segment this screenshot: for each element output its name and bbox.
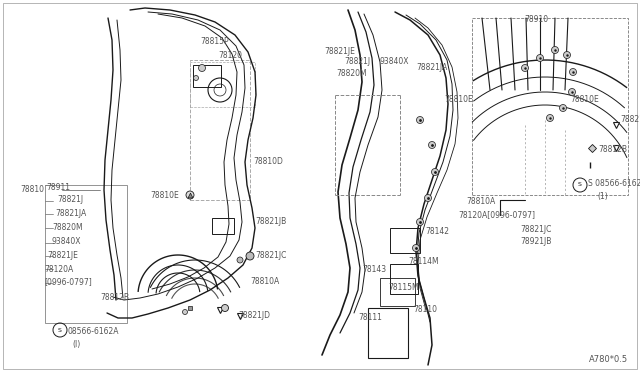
Bar [368,308,408,358]
Text: 93840X: 93840X [52,237,81,247]
Circle shape [193,76,198,80]
Text: 78810: 78810 [20,186,44,195]
Text: 78821JA: 78821JA [416,64,447,73]
Text: 78820M: 78820M [52,222,83,231]
Text: 78821JD: 78821JD [238,311,270,321]
Text: 78114M: 78114M [408,257,438,266]
Text: 78821JC: 78821JC [520,225,552,234]
Text: S: S [58,327,62,333]
Text: S 08566-6162A: S 08566-6162A [588,179,640,187]
Text: 78810A: 78810A [250,278,279,286]
Text: 78821JE: 78821JE [324,48,355,57]
Text: 78821J: 78821J [344,58,370,67]
Text: 78821JD: 78821JD [620,115,640,125]
Circle shape [221,305,228,311]
Text: 78110: 78110 [413,305,437,314]
Text: 78810D: 78810D [253,157,283,167]
Bar [212,218,234,234]
Text: (1): (1) [597,192,608,201]
Text: 78812B: 78812B [100,292,129,301]
Bar [472,18,628,195]
Circle shape [417,218,424,225]
Text: 78921JB: 78921JB [520,237,552,247]
Text: 78142: 78142 [425,228,449,237]
Text: (I): (I) [72,340,80,349]
Circle shape [563,51,570,58]
Circle shape [182,310,188,314]
Circle shape [570,68,577,76]
Text: 78821JA: 78821JA [55,208,86,218]
Text: 78120A: 78120A [44,266,73,275]
Circle shape [237,257,243,263]
Text: [0996-0797]: [0996-0797] [44,278,92,286]
Bar [190,60,250,200]
Text: 78810A: 78810A [466,198,495,206]
Text: S: S [578,183,582,187]
Circle shape [186,191,194,199]
Circle shape [568,89,575,96]
Text: 78810E: 78810E [444,96,473,105]
Bar [390,228,420,253]
Circle shape [246,252,254,260]
Circle shape [198,64,205,71]
Text: 78815P: 78815P [200,38,228,46]
Circle shape [522,64,529,71]
Circle shape [559,105,566,112]
Text: 78910: 78910 [524,16,548,25]
Circle shape [417,116,424,124]
Bar [190,62,255,107]
Text: 78115M: 78115M [388,283,419,292]
Text: A780*0.5: A780*0.5 [589,356,628,365]
Bar [193,65,221,87]
Text: 78812B: 78812B [598,145,627,154]
Circle shape [424,195,431,202]
Circle shape [536,55,543,61]
Bar [45,185,127,323]
Text: 78810E: 78810E [150,190,179,199]
Text: 08566-6162A: 08566-6162A [68,327,120,337]
Text: 78810E: 78810E [570,96,599,105]
Text: 78143: 78143 [362,266,386,275]
Text: 78911: 78911 [46,183,70,192]
Text: 78111: 78111 [358,314,382,323]
Circle shape [431,169,438,176]
Text: 78821JE: 78821JE [47,251,78,260]
Circle shape [429,141,435,148]
Text: 78821JB: 78821JB [255,218,286,227]
Text: 78821J: 78821J [57,196,83,205]
Circle shape [547,115,554,122]
Text: 78821JC: 78821JC [255,251,286,260]
Text: 78820M: 78820M [336,70,367,78]
Circle shape [552,46,559,54]
Bar [390,264,418,294]
Bar [380,278,415,306]
Text: 78120A[0996-0797]: 78120A[0996-0797] [458,211,535,219]
Circle shape [413,244,419,251]
Text: 93840X: 93840X [380,58,410,67]
Text: 78120: 78120 [218,51,242,60]
